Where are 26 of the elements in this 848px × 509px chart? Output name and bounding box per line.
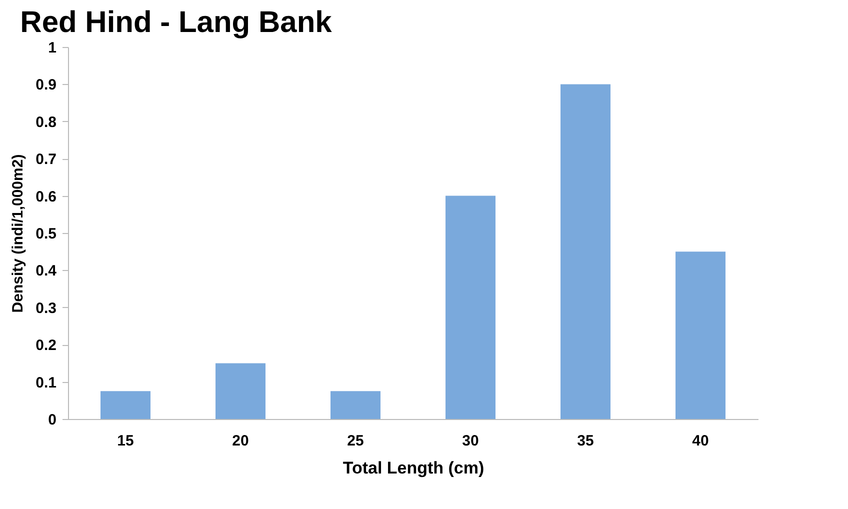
x-tick-label: 20 [232,432,249,450]
y-tick-label: 0.8 [36,114,56,131]
y-tick-label: 0.4 [36,262,58,280]
bar [330,391,380,419]
bar [100,391,150,419]
x-tick-label: 30 [462,432,479,450]
y-tick-label: 0.7 [36,151,56,168]
x-tick-label: 25 [347,432,364,450]
x-axis-title: Total Length (cm) [342,458,484,478]
y-tick-label: 0.3 [36,300,56,317]
y-tick-label: 0.1 [36,374,56,392]
bar [560,84,610,419]
bar [216,363,266,419]
y-tick-label: 0 [48,412,56,428]
bar [676,252,726,419]
y-tick-label: 0.6 [36,188,56,206]
y-tick-label: 0.9 [36,76,56,94]
y-tick-label: 0.5 [36,226,56,242]
x-tick-label: 15 [117,432,134,450]
x-tick-label: 35 [577,432,594,450]
y-tick-label: 1 [48,40,56,56]
y-tick-label: 0.2 [36,337,56,354]
x-tick-label: 40 [692,432,709,450]
chart-title: Red Hind - Lang Bank [20,6,332,39]
y-axis-title: Density (indi/1,000m2) [10,154,27,313]
bar [446,196,496,419]
